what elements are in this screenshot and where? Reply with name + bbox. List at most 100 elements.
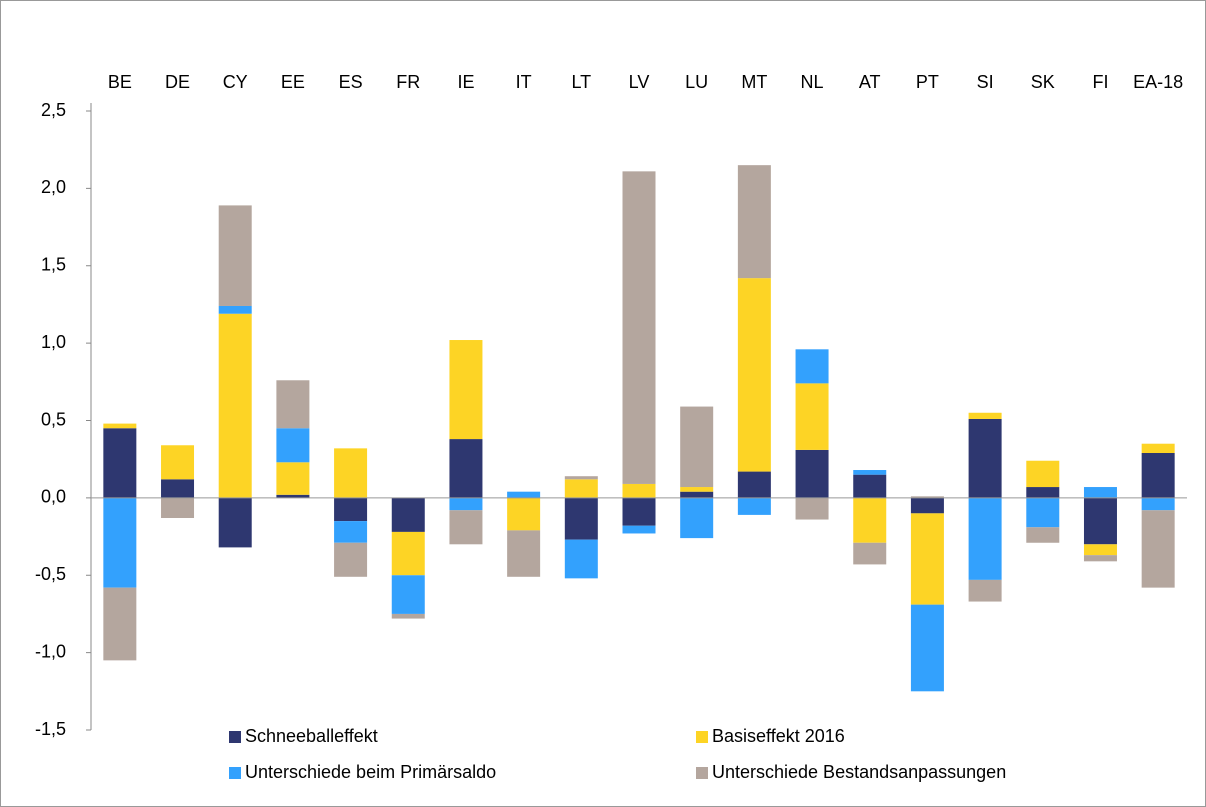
x-tick-label: PT — [916, 72, 939, 92]
legend-swatch — [696, 731, 708, 743]
bar-segment — [795, 449, 829, 498]
bar-segment — [910, 496, 944, 498]
bar-segment — [622, 525, 656, 534]
bar-segment — [564, 476, 598, 480]
x-tick-label: FR — [396, 72, 420, 92]
bar-segment — [680, 487, 714, 492]
bar-segment — [103, 587, 137, 661]
bar-segment — [680, 497, 714, 539]
bar-segment — [968, 497, 1002, 580]
bar-segment — [1026, 460, 1060, 488]
x-tick-label: MT — [741, 72, 767, 92]
x-tick-label: BE — [108, 72, 132, 92]
y-tick-label: 1,5 — [41, 255, 66, 275]
bar-segment — [1026, 527, 1060, 543]
bar-segment — [853, 497, 887, 543]
x-tick-label: SK — [1031, 72, 1055, 92]
legend-label: Unterschiede beim Primärsaldo — [245, 762, 496, 782]
x-tick-label: FI — [1092, 72, 1108, 92]
bar-segment — [795, 349, 829, 384]
bar-segment — [334, 542, 368, 577]
x-tick-label: IT — [516, 72, 532, 92]
bar-segment — [218, 305, 252, 314]
x-tick-label: EE — [281, 72, 305, 92]
legend-label: Unterschiede Bestandsanpassungen — [712, 762, 1006, 782]
bar-segment — [737, 278, 771, 472]
bar-segment — [622, 483, 656, 498]
x-tick-label: DE — [165, 72, 190, 92]
bar-segment — [218, 205, 252, 306]
bar-segment — [737, 497, 771, 515]
bar-segment — [1141, 510, 1175, 588]
bar-segment — [391, 575, 425, 614]
y-tick-label: -1,5 — [35, 719, 66, 739]
bar-segment — [968, 579, 1002, 602]
bar-segment — [1026, 497, 1060, 528]
x-tick-label: EA-18 — [1133, 72, 1183, 92]
bar-segment — [161, 479, 195, 498]
bar-segment — [103, 423, 137, 429]
legend-swatch — [229, 731, 241, 743]
bar-segment — [218, 313, 252, 498]
bar-segment — [1026, 487, 1060, 498]
bar-segment — [507, 530, 541, 577]
bar-segment — [968, 418, 1002, 498]
bar-segment — [564, 539, 598, 579]
x-tick-label: LT — [571, 72, 591, 92]
bar-segment — [564, 479, 598, 498]
x-tick-label: AT — [859, 72, 881, 92]
bar-segment — [391, 531, 425, 576]
bar-segment — [910, 497, 944, 514]
bar-segment — [853, 474, 887, 498]
bar-segment — [334, 521, 368, 543]
y-tick-label: 2,0 — [41, 177, 66, 197]
legend-label: Basiseffekt 2016 — [712, 726, 845, 746]
y-tick-label: -0,5 — [35, 564, 66, 584]
y-tick-label: 1,0 — [41, 332, 66, 352]
bar-segment — [680, 406, 714, 488]
bar-segment — [276, 462, 310, 495]
legend-label: Schneeballeffekt — [245, 726, 378, 746]
x-tick-label: CY — [223, 72, 248, 92]
bar-segment — [276, 380, 310, 429]
bar-segment — [853, 542, 887, 565]
bar-segment — [161, 445, 195, 480]
bar-segment — [276, 428, 310, 463]
x-tick-label: IE — [457, 72, 474, 92]
bar-segment — [276, 494, 310, 498]
bar-segment — [334, 448, 368, 498]
legend-swatch — [696, 767, 708, 779]
bar-segment — [795, 497, 829, 520]
x-tick-label: NL — [801, 72, 824, 92]
bar-segment — [391, 497, 425, 532]
bar-segment — [334, 497, 368, 522]
bar-segment — [449, 439, 483, 498]
bar-segment — [161, 497, 195, 518]
bar-segment — [1083, 544, 1117, 556]
bar-segment — [507, 491, 541, 498]
bar-segment — [449, 340, 483, 440]
bar-segment — [853, 470, 887, 475]
bar-segment — [968, 412, 1002, 419]
bar-segment — [1083, 497, 1117, 545]
bar-segment — [1083, 555, 1117, 562]
y-tick-label: 2,5 — [41, 100, 66, 120]
bar-segment — [1141, 443, 1175, 453]
bar-segment — [737, 471, 771, 498]
bar-segment — [218, 497, 252, 548]
bar-segment — [1083, 487, 1117, 498]
bar-segment — [449, 510, 483, 545]
bar-segment — [103, 428, 137, 498]
bar-segment — [449, 497, 483, 511]
bar-segment — [1141, 497, 1175, 511]
bar-segment — [910, 513, 944, 605]
y-tick-label: 0,5 — [41, 409, 66, 429]
x-tick-label: ES — [339, 72, 363, 92]
bar-segment — [622, 497, 656, 526]
x-tick-label: LU — [685, 72, 708, 92]
bar-segment — [391, 613, 425, 619]
bar-segment — [564, 497, 598, 540]
